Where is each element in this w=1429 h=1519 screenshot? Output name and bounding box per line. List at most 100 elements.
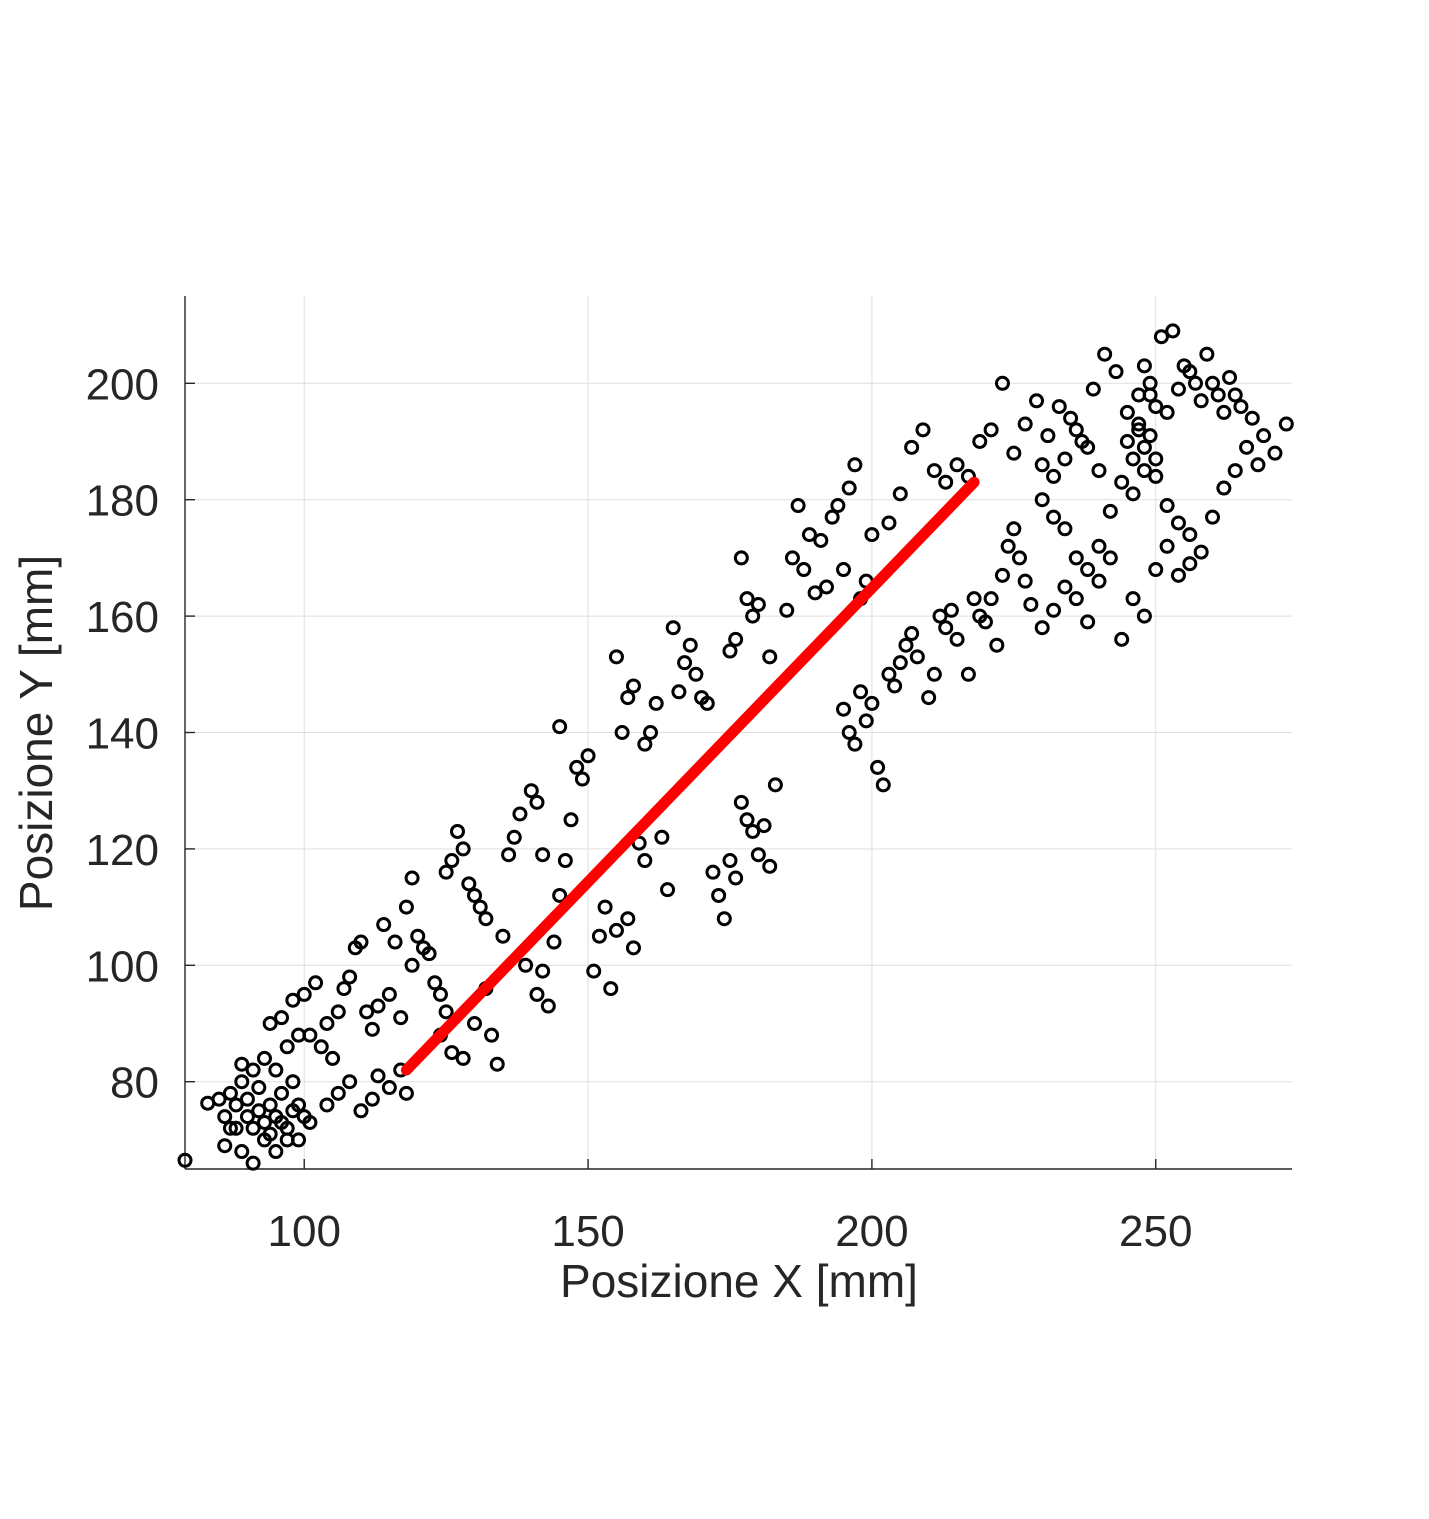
data-point: [643, 725, 659, 740]
data-point: [1182, 364, 1198, 380]
data-point: [296, 986, 312, 1002]
data-point: [342, 1074, 358, 1090]
data-point: [728, 631, 744, 647]
data-point: [268, 1144, 284, 1160]
data-point: [1091, 463, 1107, 479]
y-tick-label: 80: [110, 1059, 159, 1108]
data-point: [597, 899, 613, 915]
data-point: [239, 1091, 255, 1107]
data-point: [279, 1039, 295, 1055]
data-point: [818, 579, 834, 595]
data-point: [625, 678, 641, 694]
data-point: [234, 1144, 250, 1160]
data-point: [1278, 416, 1294, 432]
data-point: [813, 532, 829, 548]
data-point: [722, 853, 738, 869]
data-point: [455, 1050, 471, 1066]
data-point: [1046, 602, 1062, 618]
data-point: [177, 1152, 193, 1168]
data-point: [1125, 451, 1141, 467]
data-point: [1006, 521, 1022, 537]
data-point: [274, 1085, 290, 1101]
data-point: [1193, 544, 1209, 560]
data-point: [909, 649, 925, 665]
data-point: [767, 777, 783, 793]
data-point: [222, 1120, 238, 1136]
data-point: [370, 998, 386, 1014]
data-point: [699, 695, 715, 711]
data-point: [1006, 445, 1022, 461]
data-point: [404, 957, 420, 973]
data-point: [915, 422, 931, 438]
data-point: [251, 1103, 267, 1119]
data-point: [654, 829, 670, 845]
data-point: [1108, 364, 1124, 380]
data-point: [1029, 393, 1045, 409]
data-point: [711, 887, 727, 903]
data-point: [994, 375, 1010, 391]
data-point: [353, 934, 369, 950]
data-point: [239, 1109, 255, 1125]
data-point: [966, 591, 982, 607]
data-point: [1148, 562, 1164, 578]
data-point: [739, 591, 755, 607]
data-point: [847, 457, 863, 473]
data-point: [330, 1004, 346, 1020]
data-point: [1000, 538, 1016, 554]
data-point: [364, 1021, 380, 1037]
data-point: [1136, 608, 1152, 624]
data-point: [291, 1132, 307, 1148]
data-point: [784, 550, 800, 566]
data-point: [1239, 439, 1255, 455]
data-point: [807, 585, 823, 601]
y-axis-label: Posizione Y [mm]: [10, 555, 62, 911]
data-point: [222, 1085, 238, 1101]
data-point: [836, 562, 852, 578]
data-point: [1216, 404, 1232, 420]
data-point: [501, 847, 517, 863]
data-point: [790, 498, 806, 514]
x-tick-label: 250: [1119, 1207, 1192, 1256]
y-tick-label: 120: [86, 826, 159, 875]
data-point: [762, 649, 778, 665]
data-point: [506, 829, 522, 845]
data-point: [977, 614, 993, 630]
data-point: [1097, 346, 1113, 362]
data-point: [932, 608, 948, 624]
y-tick-label: 100: [86, 942, 159, 991]
data-point: [1017, 573, 1033, 589]
data-point: [302, 1027, 318, 1043]
data-point: [518, 957, 534, 973]
data-point: [427, 975, 443, 991]
data-point: [660, 882, 676, 898]
data-point: [535, 963, 551, 979]
data-point: [983, 422, 999, 438]
data-point: [1182, 527, 1198, 543]
data-point: [1040, 428, 1056, 444]
data-point: [387, 934, 403, 950]
data-point: [1068, 422, 1084, 438]
data-point: [1187, 375, 1203, 391]
data-point: [1091, 538, 1107, 554]
y-tick-label: 140: [86, 710, 159, 759]
data-point: [858, 713, 874, 729]
data-point: [921, 690, 937, 706]
data-point: [1012, 550, 1028, 566]
data-point: [1080, 439, 1096, 455]
data-point: [801, 527, 817, 543]
data-point: [234, 1074, 250, 1090]
data-point: [376, 917, 392, 933]
data-point: [1165, 323, 1181, 339]
data-point: [557, 853, 573, 869]
data-point: [614, 725, 630, 740]
data-point: [569, 759, 585, 775]
data-point: [1119, 434, 1135, 449]
data-point: [1136, 358, 1152, 374]
data-point: [1023, 596, 1039, 612]
data-point: [1170, 381, 1186, 397]
y-tick-label: 160: [86, 593, 159, 642]
data-point: [330, 1085, 346, 1101]
tick-labels: 100 150 200 250 80 100 120 140 160 180 200: [86, 360, 1193, 1256]
data-point: [449, 823, 465, 839]
data-point: [620, 911, 636, 927]
